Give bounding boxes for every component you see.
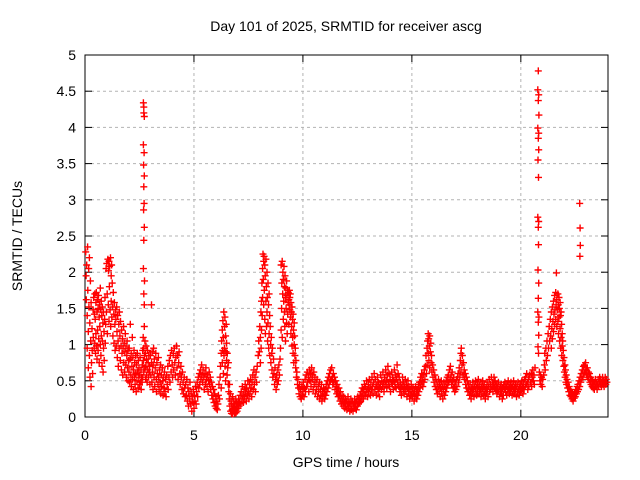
y-tick-label: 0: [68, 409, 76, 425]
y-tick-label: 1.5: [57, 300, 77, 316]
x-tick-label: 0: [81, 427, 89, 443]
y-tick-label: 2.5: [57, 228, 77, 244]
y-tick-label: 4: [68, 119, 76, 135]
y-tick-label: 5: [68, 47, 76, 63]
x-axis-label: GPS time / hours: [293, 454, 400, 470]
y-tick-label: 4.5: [57, 83, 77, 99]
grid-layer: [85, 55, 608, 417]
y-tick-label: 2: [68, 264, 76, 280]
y-axis-label: SRMTID / TECUs: [9, 181, 25, 291]
tick-label-layer: 0 5 10 15 20 0 0.5 1 1.5 2 2.5 3 3.5 4 4.5 5: [57, 47, 529, 443]
x-tick-label: 15: [404, 427, 420, 443]
y-tick-label: 0.5: [57, 373, 77, 389]
x-tick-label: 20: [513, 427, 529, 443]
x-tick-label: 10: [295, 427, 311, 443]
y-tick-label: 1: [68, 337, 76, 353]
x-tick-label: 5: [190, 427, 198, 443]
chart-title: Day 101 of 2025, SRMTID for receiver asc…: [210, 18, 482, 34]
y-tick-label: 3: [68, 192, 76, 208]
data-points: [82, 67, 611, 418]
y-tick-label: 3.5: [57, 156, 77, 172]
plot-border: [84, 54, 609, 418]
